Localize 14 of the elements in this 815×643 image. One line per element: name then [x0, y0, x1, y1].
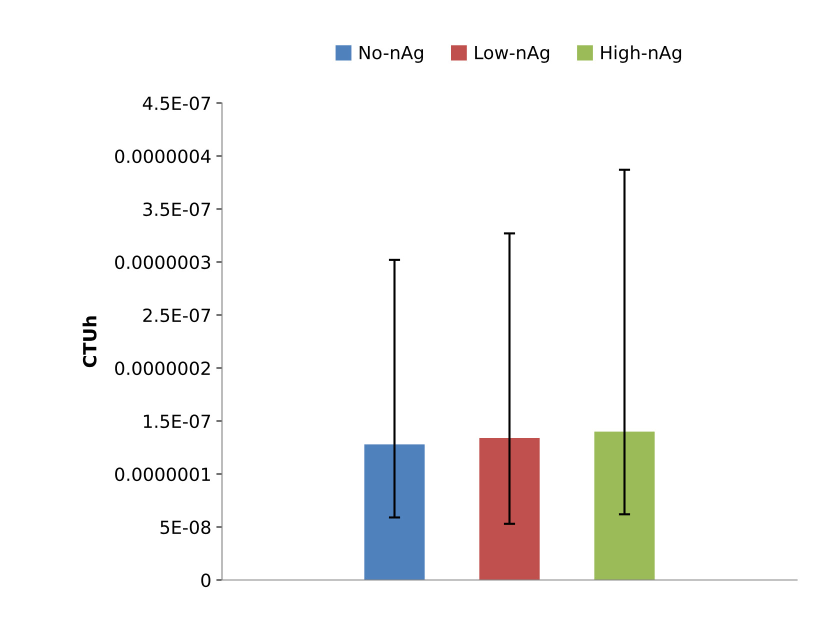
legend-label: No-nAg	[360, 46, 423, 63]
y-tick-label: 0.0000003	[115, 255, 210, 270]
legend-label: High-nAg	[601, 45, 682, 63]
y-tick-label: 2.5E-07	[143, 308, 210, 322]
y-tick-label: 0.0000001	[115, 467, 210, 482]
y-tick-label: 4.5E-07	[142, 96, 210, 110]
y-tick-label: 0	[201, 573, 210, 588]
y-tick-label: 3.5E-07	[143, 202, 210, 216]
y-tick-label: 0.0000002	[115, 361, 210, 376]
legend-label: Low-nAg	[475, 46, 550, 63]
y-axis-title: CTUh	[82, 316, 97, 368]
y-tick-label: 1.5E-07	[144, 414, 210, 428]
y-tick-label: 5E-08	[160, 520, 210, 534]
y-tick-label: 0.0000004	[115, 149, 211, 164]
